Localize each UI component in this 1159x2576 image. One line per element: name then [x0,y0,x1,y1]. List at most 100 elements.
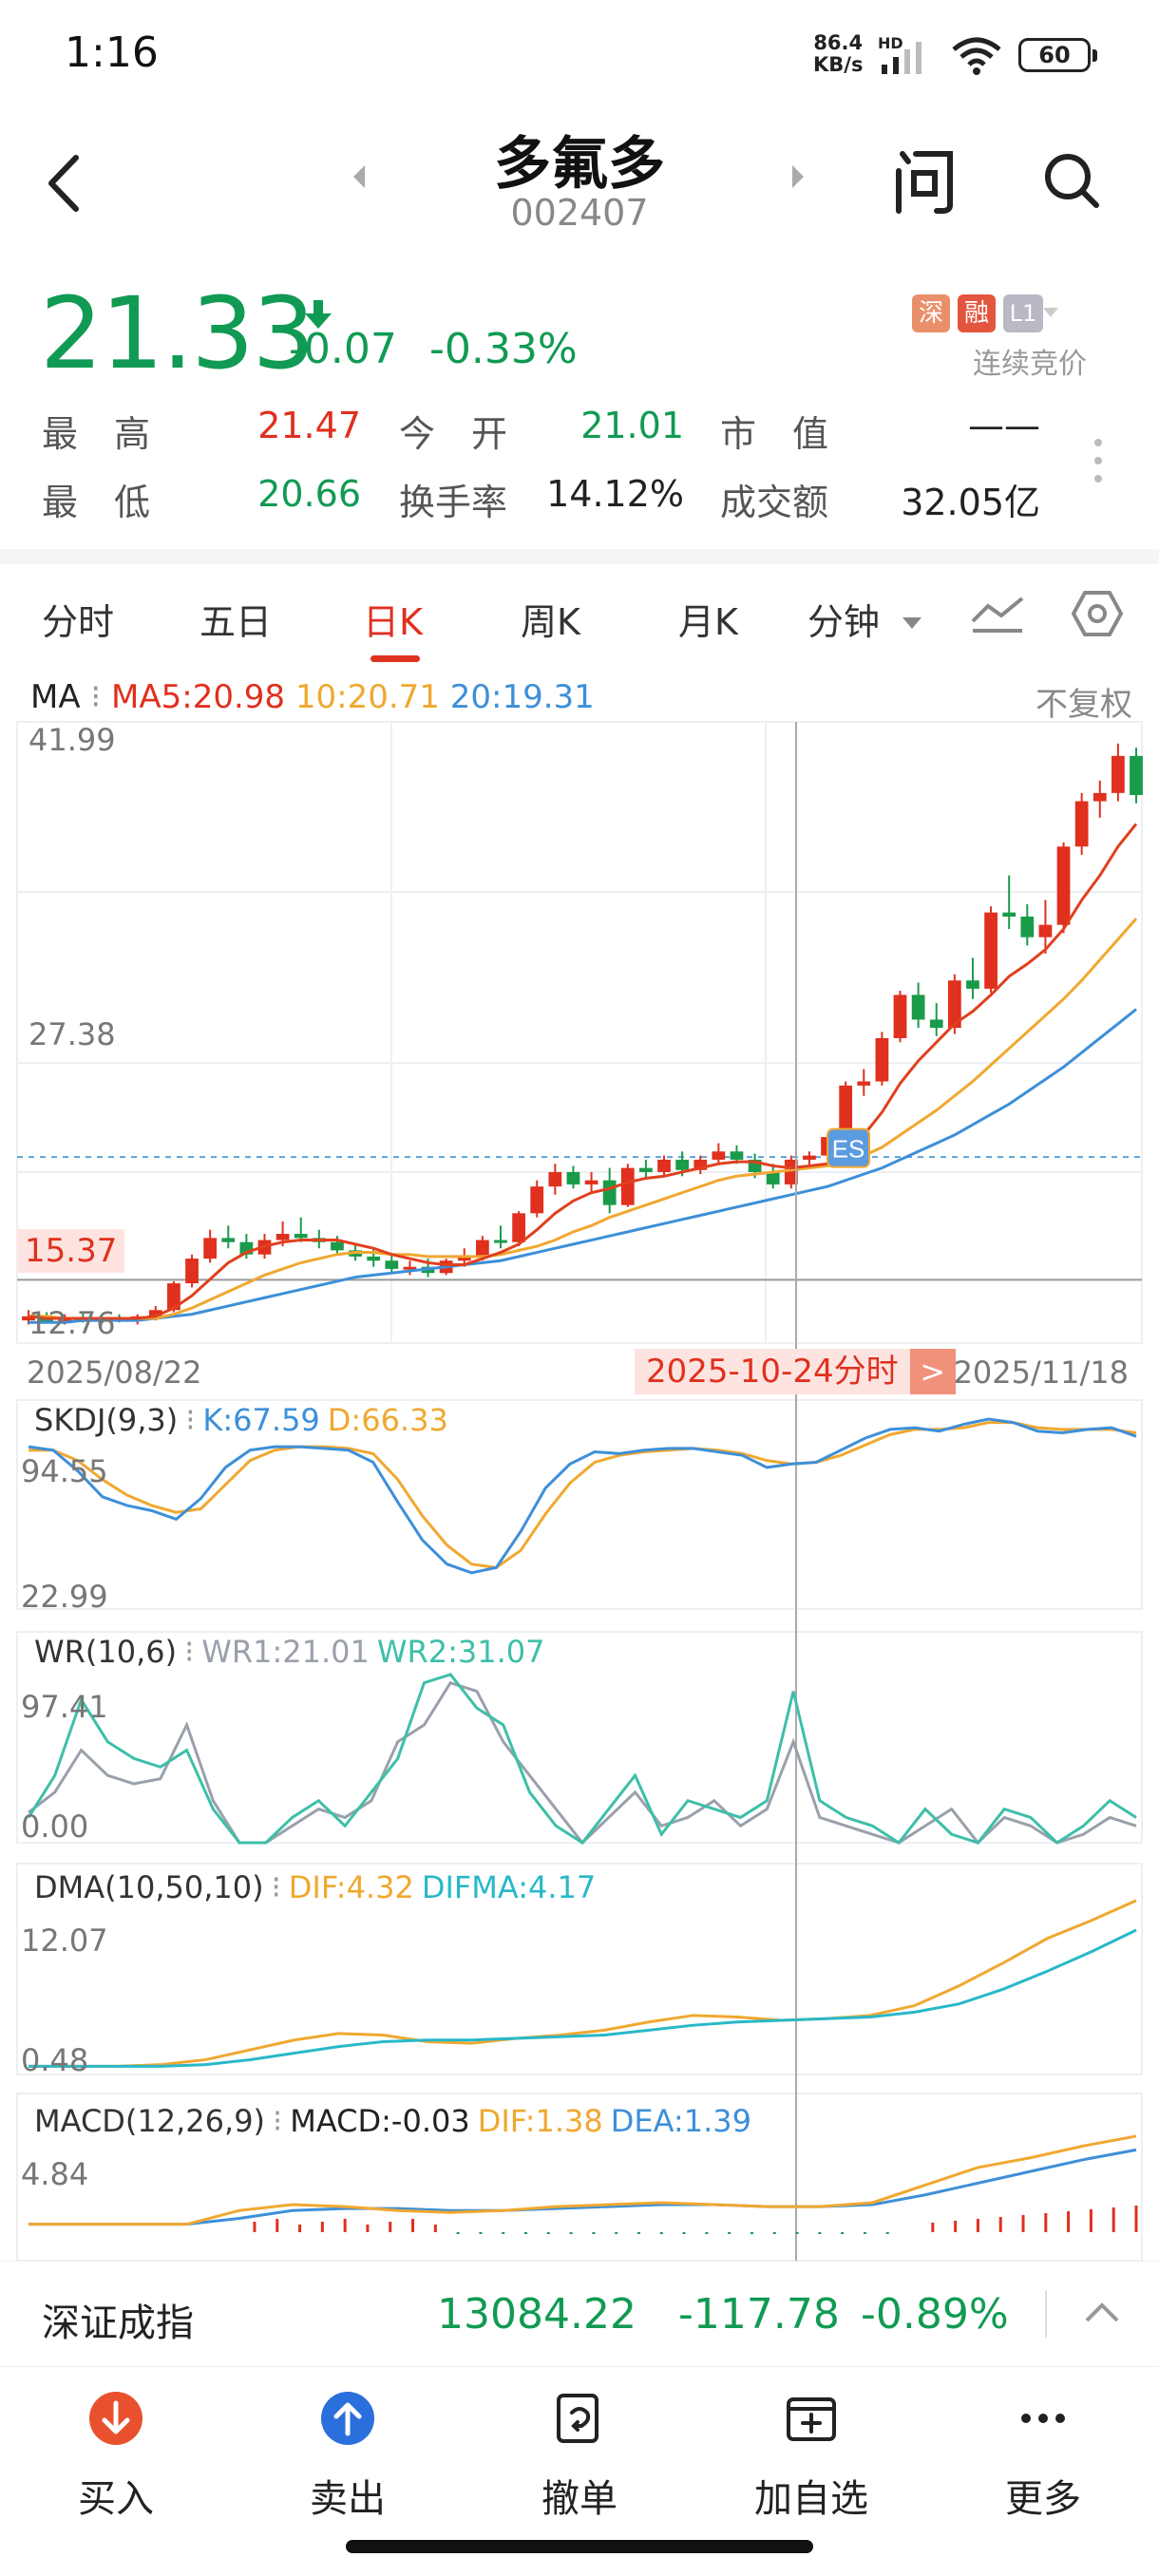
back-arrow-icon[interactable] [40,150,87,217]
dma-difma-line [28,1928,1137,2068]
index-change: -117.78 [678,2290,840,2339]
candle-body [784,1159,798,1184]
macd-legend[interactable]: MACD(12,26,9) ⁝ MACD:-0.03 DIF:1.38 DEA:1.39 [34,2103,751,2139]
bottom-action-bar: 买入 卖出 撤单 加自选 更多 [0,2367,1159,2576]
tab-daily-k[interactable]: 日K [363,601,423,643]
candle-body [403,1266,417,1270]
panel-frame [16,721,1143,1344]
candle-body [494,1240,507,1243]
skdj-y-bot: 22.99 [21,1579,108,1615]
candle-body [803,1155,816,1160]
candle-body [947,980,961,1029]
candle-body [875,1037,889,1082]
candle-body [167,1283,180,1311]
skdj-k-value: K:67.59 [202,1402,320,1438]
buy-icon [89,2392,142,2445]
price-change: -0.07 [289,325,397,373]
candle-body [385,1260,399,1269]
amount-label: 成交额 [720,482,829,523]
dma-legend[interactable]: DMA(10,50,10) ⁝ DIF:4.32 DIFMA:4.17 [34,1869,597,1905]
low-value: 20.66 [257,473,361,515]
candle-body [712,1151,726,1160]
ma-label: MA [30,678,81,716]
add-watchlist-button[interactable]: 加自选 [735,2390,887,2523]
dma-y-bot: 0.48 [21,2042,89,2078]
chevron-up-icon[interactable] [1083,2300,1121,2324]
settings-hexagon-icon[interactable] [1072,589,1123,638]
stock-name: 多氟多 [494,131,665,198]
candle-body [1092,792,1107,802]
candle-body [911,994,925,1020]
candle-body [1020,916,1035,938]
next-stock-icon[interactable] [788,163,806,190]
tab-monthly-k[interactable]: 月K [678,601,738,643]
nav-bar: 多氟多 002407 [0,112,1159,255]
turnover-label: 换手率 [399,482,508,523]
candle-body [584,1180,598,1184]
amount-value: 32.05亿 [901,482,1040,523]
index-value: 13084.22 [437,2290,636,2339]
candle-body [1038,924,1053,938]
candle-body [185,1259,199,1284]
candle-body [548,1171,562,1187]
level-caret-icon [1043,308,1058,317]
more-vertical-icon[interactable] [1092,437,1104,484]
tab-weekly-k[interactable]: 周K [521,601,580,643]
search-icon[interactable] [1041,150,1102,211]
dma-y-top: 12.07 [21,1923,108,1959]
hd-label: HD [878,34,903,52]
current-price: 21.33 [40,275,315,391]
candle-body [1002,912,1016,917]
index-ticker-bar[interactable]: 深证成指 13084.22 -117.78 -0.89% [0,2261,1159,2367]
high-label: 最 高 [42,413,151,455]
candle-body [331,1241,344,1251]
ma20-line [28,1008,1137,1324]
price-change-pct: -0.33% [429,325,578,373]
tab-five-day[interactable]: 五日 [200,601,273,643]
candle-body [602,1180,617,1205]
tab-minute[interactable]: 分钟 [808,601,881,643]
open-value: 21.01 [580,405,684,446]
ma5-value: MA5:20.98 [111,678,286,716]
ask-icon[interactable] [891,144,958,217]
cancel-order-button[interactable]: 撤单 [504,2390,656,2523]
sell-button[interactable]: 卖出 [272,2390,424,2523]
tab-timeshare[interactable]: 分时 [42,601,115,643]
more-button[interactable]: 更多 [967,2390,1119,2523]
level-badge[interactable]: L1 [1003,294,1043,332]
candle-body [512,1213,525,1242]
wr-legend[interactable]: WR(10,6) ⁝ WR1:21.01 WR2:31.07 [34,1634,545,1670]
ma-legend[interactable]: MA ⁝ MA5:20.98 10:20.71 20:19.31 [30,678,595,716]
buy-button[interactable]: 买入 [40,2390,192,2523]
candle-body [294,1234,308,1239]
panel-frame [16,1863,1143,2075]
add-watchlist-icon [787,2397,836,2441]
battery-icon: 60 [1018,38,1097,72]
index-separator [1045,2290,1047,2338]
indicator-line-icon[interactable] [969,593,1026,635]
home-indicator[interactable] [346,2540,813,2553]
cursor-date-button[interactable]: 2025-10-24分时 > [635,1349,956,1394]
es-badge [826,1127,871,1168]
open-label: 今 开 [399,413,508,455]
status-time: 1:16 [65,28,159,77]
wifi-icon [952,37,1001,75]
candle-body [475,1240,489,1257]
kline-chart-area[interactable]: ES MA ⁝ MA5:20.98 10:20.71 20:19.31 不复权 … [0,669,1159,2261]
prev-stock-icon[interactable] [352,163,369,190]
period-tabs: 分时 五日 日K 周K 月K 分钟 [0,564,1159,669]
adjust-toggle[interactable]: 不复权 [1036,686,1132,724]
minute-dropdown-icon[interactable] [902,617,922,629]
skdj-legend[interactable]: SKDJ(9,3) ⁝ K:67.59 D:66.33 [34,1402,448,1438]
candle-body [857,1081,871,1086]
mktcap-value: —— [968,405,1040,446]
kline-chart[interactable]: ES [0,669,1159,2261]
start-date: 2025/08/22 [27,1354,202,1391]
more-icon [1021,2414,1065,2423]
candle-body [1056,846,1071,925]
candle-body [966,980,979,989]
signal-icon [882,42,922,74]
candle-body [276,1234,290,1241]
exchange-badge: 深 [912,294,950,332]
candle-body [566,1171,580,1184]
